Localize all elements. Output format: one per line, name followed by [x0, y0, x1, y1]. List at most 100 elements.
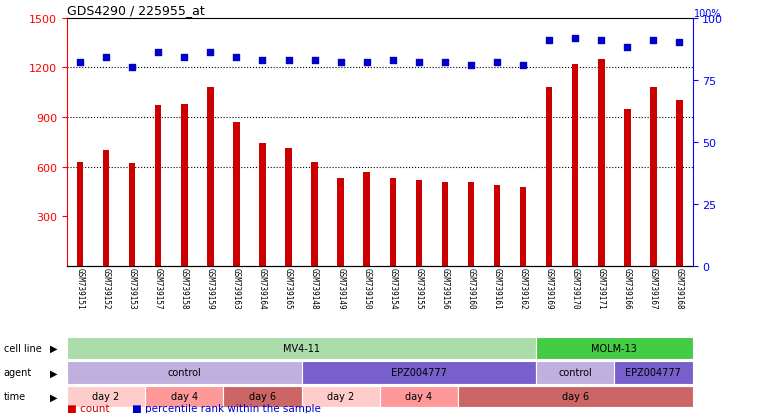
Point — [439, 60, 451, 66]
Text: GSM739167: GSM739167 — [649, 268, 658, 309]
Point — [231, 55, 243, 62]
Text: day 2: day 2 — [327, 392, 355, 401]
Text: GSM739150: GSM739150 — [362, 268, 371, 309]
Bar — [129, 164, 135, 266]
Text: GSM739170: GSM739170 — [571, 268, 580, 309]
Bar — [520, 187, 527, 266]
Point — [569, 35, 581, 42]
Bar — [337, 179, 344, 266]
Point — [412, 60, 425, 66]
Bar — [546, 88, 552, 266]
Text: day 2: day 2 — [92, 392, 119, 401]
Bar — [67, 337, 536, 359]
Text: day 6: day 6 — [249, 392, 276, 401]
Text: GSM739161: GSM739161 — [492, 268, 501, 309]
Text: MV4-11: MV4-11 — [283, 343, 320, 354]
Text: GDS4290 / 225955_at: GDS4290 / 225955_at — [67, 5, 205, 17]
Point — [256, 57, 269, 64]
Bar — [416, 180, 422, 266]
Text: GSM739152: GSM739152 — [101, 268, 110, 309]
Bar — [301, 361, 536, 384]
Point — [335, 60, 347, 66]
Bar — [260, 144, 266, 266]
Bar — [311, 162, 318, 266]
Text: ▶: ▶ — [50, 343, 58, 354]
Point — [178, 55, 190, 62]
Bar — [536, 337, 693, 359]
Text: GSM739157: GSM739157 — [154, 268, 163, 309]
Text: GSM739156: GSM739156 — [441, 268, 450, 309]
Text: 100%: 100% — [694, 9, 721, 19]
Text: GSM739160: GSM739160 — [466, 268, 476, 309]
Text: day 6: day 6 — [562, 392, 589, 401]
Bar — [536, 361, 614, 384]
Bar — [614, 361, 693, 384]
Bar — [441, 182, 448, 266]
Bar — [380, 386, 458, 407]
Text: GSM739169: GSM739169 — [545, 268, 554, 309]
Bar — [207, 88, 214, 266]
Text: EPZ004777: EPZ004777 — [391, 368, 447, 377]
Point — [648, 38, 660, 44]
Bar — [224, 386, 301, 407]
Text: time: time — [4, 392, 26, 401]
Point — [126, 65, 139, 71]
Text: GSM739171: GSM739171 — [597, 268, 606, 309]
Point — [543, 38, 556, 44]
Text: GSM739164: GSM739164 — [258, 268, 267, 309]
Text: ▶: ▶ — [50, 392, 58, 401]
Bar — [650, 88, 657, 266]
Text: day 4: day 4 — [170, 392, 198, 401]
Bar — [390, 179, 396, 266]
Text: GSM739163: GSM739163 — [232, 268, 241, 309]
Bar — [677, 101, 683, 266]
Text: GSM739153: GSM739153 — [128, 268, 137, 309]
Text: GSM739148: GSM739148 — [310, 268, 319, 309]
Point — [361, 60, 373, 66]
Text: ■ count: ■ count — [67, 403, 110, 413]
Text: GSM739168: GSM739168 — [675, 268, 684, 309]
Bar — [67, 386, 145, 407]
Text: GSM739155: GSM739155 — [414, 268, 423, 309]
Text: GSM739162: GSM739162 — [518, 268, 527, 309]
Bar — [572, 65, 578, 266]
Text: GSM739151: GSM739151 — [75, 268, 84, 309]
Text: control: control — [167, 368, 201, 377]
Text: EPZ004777: EPZ004777 — [626, 368, 681, 377]
Text: GSM739158: GSM739158 — [180, 268, 189, 309]
Point — [74, 60, 86, 66]
Bar — [77, 162, 83, 266]
Point — [387, 57, 399, 64]
Bar — [624, 109, 631, 266]
Point — [673, 40, 686, 47]
Bar — [145, 386, 224, 407]
Point — [517, 62, 529, 69]
Text: MOLM-13: MOLM-13 — [591, 343, 637, 354]
Bar — [598, 60, 604, 266]
Text: agent: agent — [4, 368, 32, 377]
Bar — [67, 361, 301, 384]
Text: GSM739166: GSM739166 — [622, 268, 632, 309]
Point — [204, 50, 216, 57]
Point — [100, 55, 112, 62]
Point — [282, 57, 295, 64]
Bar — [103, 151, 110, 266]
Text: ■ percentile rank within the sample: ■ percentile rank within the sample — [132, 403, 320, 413]
Bar — [301, 386, 380, 407]
Point — [465, 62, 477, 69]
Text: control: control — [559, 368, 592, 377]
Point — [308, 57, 320, 64]
Text: day 4: day 4 — [406, 392, 432, 401]
Point — [595, 38, 607, 44]
Bar — [285, 149, 291, 266]
Point — [491, 60, 503, 66]
Point — [152, 50, 164, 57]
Bar — [155, 106, 161, 266]
Text: GSM739149: GSM739149 — [336, 268, 345, 309]
Bar — [364, 172, 370, 266]
Bar — [494, 185, 500, 266]
Bar — [181, 104, 187, 266]
Text: cell line: cell line — [4, 343, 42, 354]
Text: ▶: ▶ — [50, 368, 58, 377]
Bar — [458, 386, 693, 407]
